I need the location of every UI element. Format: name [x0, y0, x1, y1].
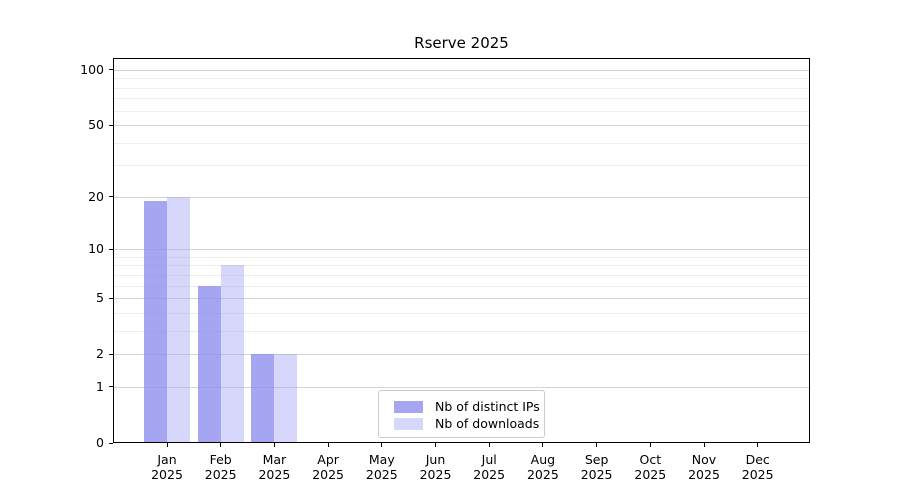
- legend: Nb of distinct IPs Nb of downloads: [378, 390, 545, 438]
- x-tick: [327, 443, 329, 447]
- bar-downloads: [167, 196, 190, 442]
- x-tick: [757, 443, 759, 447]
- x-tick-month: Apr: [317, 452, 339, 467]
- y-tick-label: 10: [88, 241, 104, 257]
- gridline-minor: [114, 312, 809, 314]
- gridline-minor: [114, 285, 809, 287]
- x-tick: [596, 443, 598, 447]
- x-tick-label: Jan 2025: [137, 452, 197, 482]
- y-tick-label: 50: [88, 117, 104, 133]
- gridline-minor: [114, 110, 809, 112]
- gridline-major: [114, 249, 809, 251]
- x-tick-year: 2025: [473, 467, 506, 482]
- x-tick: [381, 443, 383, 447]
- x-tick: [488, 443, 490, 447]
- y-tick: [109, 386, 113, 388]
- x-tick-label: Feb 2025: [191, 452, 251, 482]
- x-tick-year: 2025: [741, 467, 774, 482]
- x-tick-label: Dec 2025: [728, 452, 788, 482]
- x-tick-label: Aug 2025: [513, 452, 573, 482]
- x-tick-month: Aug: [530, 452, 556, 467]
- x-tick-year: 2025: [580, 467, 613, 482]
- x-tick: [273, 443, 275, 447]
- y-tick-label: 0: [96, 435, 104, 450]
- gridline-major: [114, 69, 809, 71]
- x-tick-label: Jun 2025: [406, 452, 466, 482]
- x-tick-year: 2025: [151, 467, 183, 482]
- gridline-minor: [114, 265, 809, 267]
- x-tick-year: 2025: [634, 467, 667, 482]
- x-tick: [166, 443, 168, 447]
- y-tick: [109, 196, 113, 198]
- x-tick-month: Nov: [691, 452, 717, 467]
- gridline-major: [114, 196, 809, 198]
- x-tick-year: 2025: [204, 467, 237, 482]
- x-tick-month: Sep: [584, 452, 609, 467]
- legend-label-downloads: Nb of downloads: [435, 416, 540, 431]
- gridline-minor: [114, 330, 809, 332]
- y-tick: [109, 297, 113, 299]
- x-tick-month: Jan: [157, 452, 177, 467]
- bar-downloads: [220, 265, 244, 442]
- gridline-minor: [114, 78, 809, 80]
- y-tick-label: 100: [80, 61, 104, 77]
- gridline-minor: [114, 256, 809, 258]
- gridline-minor: [114, 274, 809, 276]
- x-tick-label: May 2025: [352, 452, 412, 482]
- y-tick-label: 1: [96, 378, 104, 394]
- gridline-major: [114, 354, 809, 356]
- bar-distinct-ips: [251, 354, 275, 442]
- x-tick-year: 2025: [688, 467, 720, 482]
- x-tick-year: 2025: [312, 467, 344, 482]
- x-tick-year: 2025: [365, 467, 398, 482]
- legend-entry-downloads: Nb of downloads: [394, 415, 540, 432]
- legend-label-distinct-ips: Nb of distinct IPs: [435, 399, 540, 414]
- gridline-major: [114, 298, 809, 300]
- x-tick-month: Oct: [639, 452, 662, 467]
- x-tick: [542, 443, 544, 447]
- x-tick: [703, 443, 705, 447]
- x-tick-month: Mar: [262, 452, 287, 467]
- x-tick-label: Oct 2025: [620, 452, 680, 482]
- y-tick: [109, 353, 113, 355]
- x-tick-month: Jul: [481, 452, 497, 467]
- plot-area: [113, 58, 810, 443]
- chart-title: Rserve 2025: [414, 34, 509, 52]
- x-tick-label: Sep 2025: [567, 452, 627, 482]
- x-tick-label: Nov 2025: [674, 452, 734, 482]
- gridline-major: [114, 125, 809, 127]
- gridline-minor: [114, 165, 809, 167]
- x-tick-year: 2025: [526, 467, 559, 482]
- gridline-minor: [114, 98, 809, 100]
- gridline-major: [114, 386, 809, 388]
- x-tick-month: Dec: [745, 452, 770, 467]
- x-tick-label: Apr 2025: [298, 452, 358, 482]
- x-tick: [649, 443, 651, 447]
- y-tick-label: 2: [96, 346, 104, 362]
- x-tick-month: May: [368, 452, 395, 467]
- bar-distinct-ips: [144, 200, 167, 442]
- y-tick: [109, 69, 113, 71]
- x-tick-year: 2025: [258, 467, 291, 482]
- x-tick: [435, 443, 436, 447]
- x-tick: [220, 443, 222, 447]
- x-tick-label: Mar 2025: [244, 452, 304, 482]
- y-tick: [109, 442, 113, 444]
- x-tick-month: Jun: [425, 452, 446, 467]
- x-tick-label: Jul 2025: [459, 452, 519, 482]
- y-tick-label: 5: [96, 290, 104, 306]
- y-tick: [109, 124, 113, 126]
- legend-entry-distinct-ips: Nb of distinct IPs: [394, 398, 540, 415]
- legend-swatch-downloads: [394, 417, 423, 430]
- gridline-minor: [114, 142, 809, 144]
- legend-swatch-distinct-ips: [394, 400, 423, 413]
- bar-distinct-ips: [197, 285, 221, 442]
- y-tick: [109, 248, 113, 250]
- x-tick-year: 2025: [419, 467, 452, 482]
- bar-downloads: [274, 354, 298, 442]
- y-tick-label: 20: [88, 188, 104, 204]
- gridline-minor: [114, 87, 809, 89]
- x-tick-month: Feb: [209, 452, 232, 467]
